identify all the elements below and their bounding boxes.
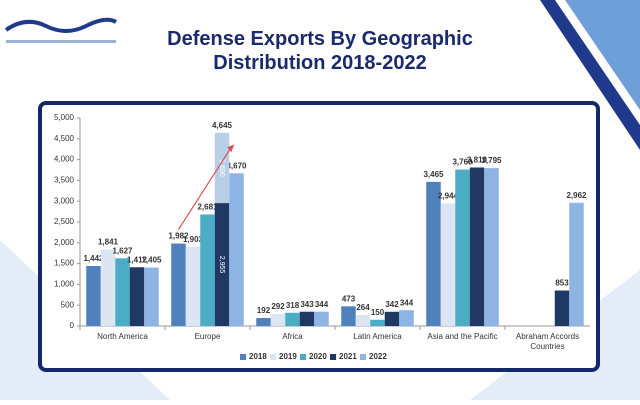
bar-segment [214,132,230,204]
bar [484,168,499,326]
y-tick-label: 500 [61,300,75,309]
value-label: 473 [342,294,356,303]
y-tick-label: 0 [70,321,75,330]
arrow-head [227,144,235,153]
value-label: 1,690 [218,159,225,177]
bar [285,312,300,326]
value-label: 342 [385,300,399,309]
value-label: 3,670 [226,161,247,170]
value-label: 150 [371,308,385,317]
bar [229,173,244,326]
bar [314,311,329,326]
chart-frame [38,101,600,372]
value-label: 264 [356,303,370,312]
bar [200,214,215,326]
bar [214,203,230,326]
legend-label: 2018 [249,352,267,361]
legend-label: 2021 [339,352,357,361]
bar [129,267,145,326]
bar [100,249,116,326]
x-tick-label: Europe [194,332,221,341]
legend-swatch [360,354,366,360]
x-tick-label-box: Africa [282,332,303,341]
x-tick-label: Abraham Accords Countries [515,332,580,351]
bar [256,318,271,326]
y-tick-label: 4,000 [54,155,75,164]
legend-swatch [270,354,276,360]
value-label: 1,841 [98,238,119,247]
bar [426,181,441,326]
chart-title: Defense Exports By Geographic Distributio… [167,28,473,74]
value-label: 1,627 [112,246,133,255]
value-label: 3,465 [423,170,444,179]
value-label: 344 [400,298,414,307]
y-tick-label: 1,000 [54,280,75,289]
y-tick-label: 2,500 [54,217,75,226]
value-label: 2,681 [197,203,218,212]
bar [399,310,414,326]
logo [4,17,118,33]
legend-swatch [240,354,246,360]
legend-label: 2020 [309,352,327,361]
y-tick-label: 3,500 [54,176,75,185]
logo [6,40,116,43]
bar [341,306,356,326]
legend-label: 2022 [369,352,387,361]
y-tick-label: 5,000 [54,113,75,122]
value-label: 2,944 [438,192,459,201]
bar [384,311,400,326]
bar [554,290,570,326]
value-label: 318 [286,301,300,310]
y-tick-label: 2,000 [54,238,75,247]
value-label: 1,442 [83,254,104,263]
x-tick-label-box: Abraham Accords Countries [515,332,580,351]
value-label: 3,795 [481,156,502,165]
bar [270,313,286,326]
corner-emblem [565,0,640,110]
x-tick-label-box: Latin America [353,332,402,341]
value-label: 3,760 [452,158,473,167]
value-label: 1,405 [141,256,162,265]
value-label: 1,412 [127,255,148,264]
y-tick-label: 1,500 [54,259,75,268]
value-label: 292 [271,302,285,311]
value-label: 1,903 [183,235,204,244]
legend-label: 2019 [279,352,297,361]
bar [569,202,584,326]
bar [469,167,485,326]
value-label: 343 [300,300,314,309]
x-tick-label: Africa [282,332,303,341]
total-label: 4,645 [212,121,233,130]
legend-swatch [300,354,306,360]
y-tick-label: 3,000 [54,196,75,205]
value-label: 3,810 [467,156,488,165]
bar [115,258,130,326]
x-tick-label: North America [97,332,148,341]
bar [144,267,159,326]
bar [440,203,456,326]
value-label: 2,955 [218,256,225,274]
x-tick-label-box: Europe [194,332,221,341]
trend-arrow [177,147,232,230]
x-tick-label-box: North America [97,332,148,341]
bar [355,315,371,326]
y-tick-label: 4,500 [54,134,75,143]
bar [171,243,186,326]
value-label: 853 [555,279,569,288]
x-tick-label: Asia and the Pacific [427,332,498,341]
bar [370,319,385,326]
value-label: 2,962 [566,191,587,200]
bar [185,246,201,326]
bar [86,266,101,326]
value-label: 344 [315,300,329,309]
legend-swatch [330,354,336,360]
x-tick-label-box: Asia and the Pacific [427,332,498,341]
bar [299,311,315,326]
x-tick-label: Latin America [353,332,402,341]
bar [455,169,470,326]
value-label: 1,982 [168,232,189,241]
value-label: 192 [257,306,271,315]
